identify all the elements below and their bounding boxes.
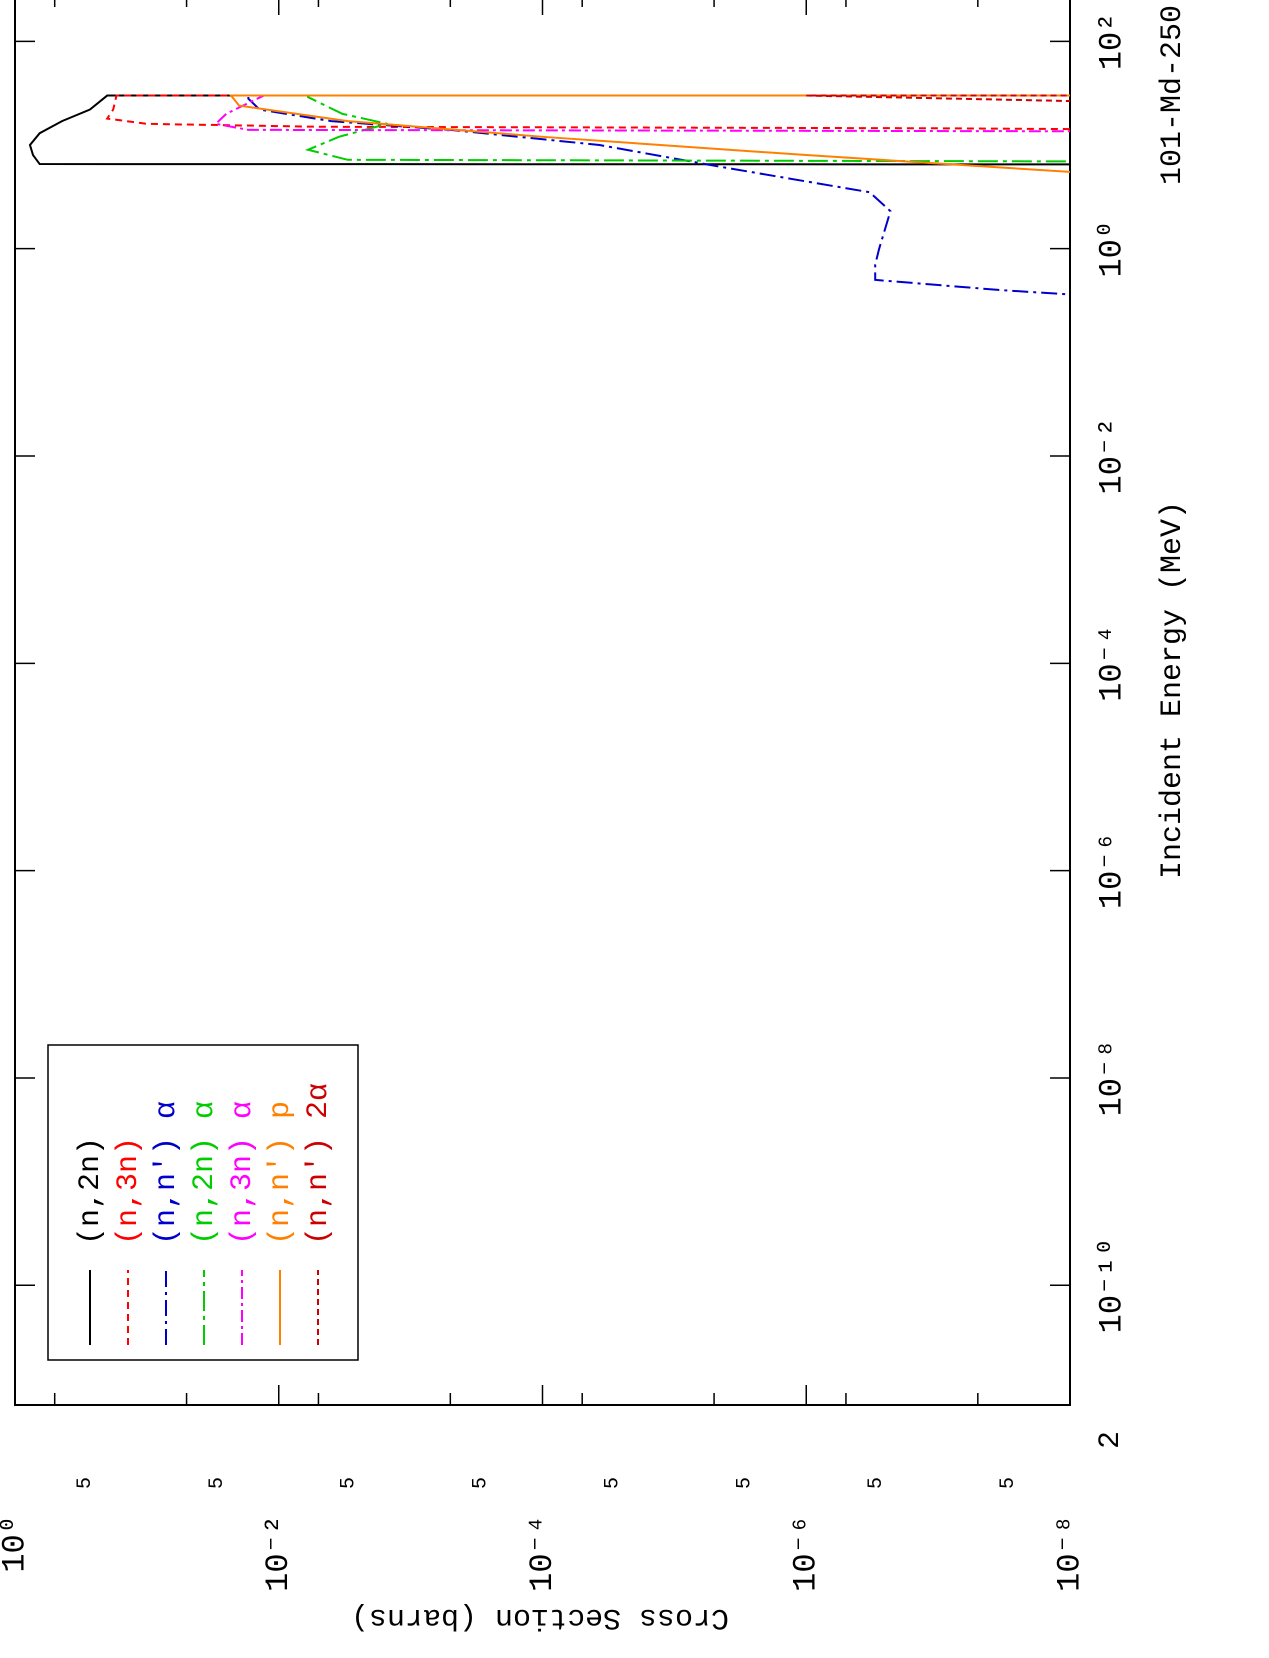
y-tick-label: 10⁻²: [260, 1515, 297, 1592]
series-line: [228, 94, 1070, 173]
x-tick-label: 10⁻¹⁰: [1093, 1237, 1130, 1333]
x-tick-label: 10⁻⁶: [1093, 832, 1130, 909]
x-tick-label: 10⁻⁸: [1093, 1040, 1130, 1117]
chart-title: 101-Md-250: [1156, 5, 1190, 185]
y-tick-label: 5: [74, 1477, 97, 1489]
x-tick-label: 10⁻²: [1093, 418, 1130, 495]
y-tick-label: 5: [470, 1477, 493, 1489]
y-tick-label: 5: [601, 1477, 624, 1489]
legend-label: (n,3n) α: [226, 1101, 260, 1245]
y-tick-label: 10⁰: [0, 1515, 33, 1573]
series-line: [806, 94, 1070, 105]
chart-body: Incident Energy (MeV) 101-Md-250 2 Cross…: [0, 0, 1190, 1634]
series-line: [213, 94, 1070, 133]
y-axis-label: Cross Section (barns): [351, 1600, 729, 1634]
y-tick-label: 10⁻⁶: [788, 1515, 825, 1592]
y-tick-label: 10⁻⁸: [1051, 1515, 1088, 1592]
y-tick-label: 10⁻⁴: [524, 1515, 561, 1592]
x-tick-label: 10²: [1093, 13, 1130, 71]
series-line: [28, 94, 1070, 166]
legend-label: (n,2n) α: [188, 1101, 222, 1245]
y-tick-label: 5: [733, 1477, 756, 1489]
plot-area: [28, 94, 1070, 304]
y-tick-label: 5: [865, 1477, 888, 1489]
y-tick-label: 5: [206, 1477, 229, 1489]
x-tick-label: 10⁰: [1093, 220, 1130, 278]
legend-label: (n,n') 2α: [302, 1083, 336, 1245]
series-line: [105, 94, 1070, 131]
x-tick-label: 10⁻⁴: [1093, 625, 1130, 702]
annotation: 2: [1094, 1431, 1128, 1449]
legend-label: (n,2n): [74, 1137, 108, 1245]
y-tick-label: 5: [338, 1477, 361, 1489]
x-axis-label: Incident Energy (MeV): [1156, 501, 1190, 879]
legend-label: (n,3n): [112, 1137, 146, 1245]
y-tick-label: 5: [997, 1477, 1020, 1489]
legend-label: (n,n') α: [150, 1101, 184, 1245]
legend-label: (n,n') p: [264, 1101, 298, 1245]
